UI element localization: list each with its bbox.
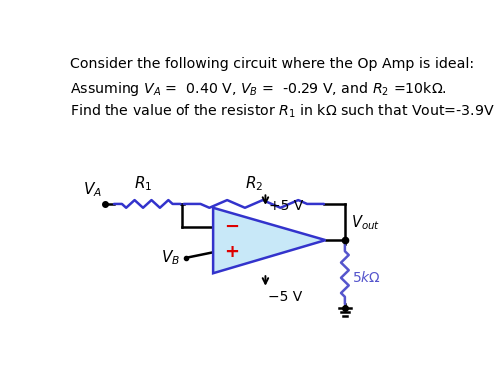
Polygon shape: [213, 208, 325, 273]
Text: −5 V: −5 V: [268, 290, 302, 304]
Text: $R_1$: $R_1$: [134, 174, 153, 193]
Text: $V_A$: $V_A$: [83, 180, 102, 199]
Text: $5k\Omega$: $5k\Omega$: [352, 270, 381, 285]
Text: $R_2$: $R_2$: [245, 174, 263, 193]
Text: +5 V: +5 V: [269, 199, 304, 212]
Text: $V_{out}$: $V_{out}$: [351, 214, 380, 232]
Text: Consider the following circuit where the Op Amp is ideal:: Consider the following circuit where the…: [70, 57, 474, 71]
Text: −: −: [224, 218, 239, 237]
Text: $V_B$: $V_B$: [161, 248, 180, 267]
Text: Find the value of the resistor $R_1$ in kΩ such that Vout=-3.9V: Find the value of the resistor $R_1$ in …: [70, 103, 495, 121]
Text: Assuming $V_A$ =  0.40 V, $V_B$ =  -0.29 V, and $R_2$ =10kΩ.: Assuming $V_A$ = 0.40 V, $V_B$ = -0.29 V…: [70, 80, 446, 98]
Text: +: +: [224, 243, 239, 261]
